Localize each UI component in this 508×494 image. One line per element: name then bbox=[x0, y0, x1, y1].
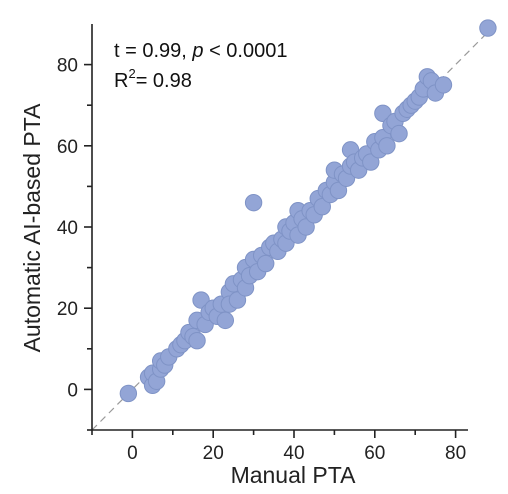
stat-p-symbol: p bbox=[191, 40, 203, 62]
x-tick-label: 80 bbox=[445, 443, 466, 464]
data-point bbox=[390, 124, 408, 143]
y-tick-label: 40 bbox=[57, 218, 78, 239]
r-squared-annotation: R2= 0.98 bbox=[114, 66, 192, 92]
data-point bbox=[362, 153, 380, 171]
data-point bbox=[228, 291, 247, 309]
y-axis-label: Automatic AI-based PTA bbox=[19, 103, 45, 353]
x-tick-label: 20 bbox=[203, 443, 224, 464]
data-point bbox=[374, 104, 392, 123]
data-point bbox=[192, 291, 210, 309]
stat-suffix: < 0.0001 bbox=[204, 40, 288, 62]
data-point bbox=[329, 181, 348, 200]
x-axis-label: Manual PTA bbox=[231, 462, 357, 488]
y-tick-label: 0 bbox=[67, 380, 78, 401]
data-point bbox=[313, 198, 331, 216]
data-point bbox=[119, 384, 138, 403]
r-superscript: 2 bbox=[128, 66, 135, 81]
data-point bbox=[434, 76, 453, 94]
data-point bbox=[216, 311, 235, 330]
x-tick-label: 60 bbox=[364, 443, 385, 464]
x-tick-label: 0 bbox=[127, 443, 138, 464]
data-point bbox=[188, 331, 206, 350]
data-point bbox=[479, 19, 497, 37]
stat-prefix: t = 0.99, bbox=[114, 40, 192, 62]
r-value: = 0.98 bbox=[136, 70, 192, 92]
data-point bbox=[297, 218, 315, 236]
r-symbol: R bbox=[114, 70, 128, 92]
y-tick-label: 80 bbox=[57, 56, 78, 77]
y-tick-label: 60 bbox=[57, 137, 78, 158]
tick-marks: 0 20 40 60 80 0 20 40 60 80 bbox=[57, 56, 466, 464]
x-tick-label: 40 bbox=[283, 443, 304, 464]
data-point bbox=[244, 193, 263, 212]
stat-annotation: t = 0.99, p < 0.0001 bbox=[114, 40, 287, 62]
data-points bbox=[119, 19, 497, 403]
y-tick-label: 20 bbox=[57, 299, 78, 320]
data-point bbox=[378, 137, 396, 155]
data-point bbox=[257, 254, 275, 273]
